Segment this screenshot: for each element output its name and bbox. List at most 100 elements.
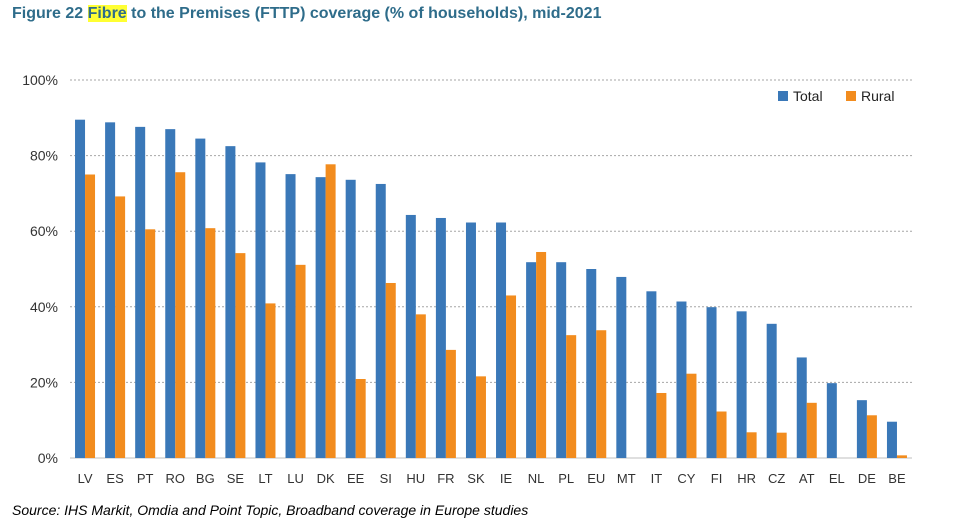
bar-rural-eu <box>596 330 607 458</box>
bar-total-de <box>856 400 867 458</box>
legend-label-rural: Rural <box>861 88 894 104</box>
bar-total-mt <box>616 276 627 458</box>
x-category-label: IE <box>500 471 513 486</box>
x-category-label: EU <box>587 471 605 486</box>
bar-rural-si <box>385 282 396 458</box>
title-rest: to the Premises (FTTP) coverage (% of ho… <box>126 5 602 22</box>
legend-swatch-rural <box>846 91 856 101</box>
x-category-label: DE <box>858 471 876 486</box>
bar-rural-lu <box>295 264 306 458</box>
bar-total-ie <box>496 222 507 458</box>
bar-total-nl <box>526 262 537 458</box>
x-category-label: IT <box>651 471 663 486</box>
bar-rural-at <box>806 402 817 458</box>
x-category-label: DK <box>317 471 335 486</box>
bar-total-el <box>826 383 837 458</box>
legend: Total Rural <box>778 88 894 104</box>
x-category-label: LT <box>258 471 272 486</box>
x-category-label: LV <box>78 471 93 486</box>
y-axis-ticks: 0% 20% 40% 60% 80% 100% <box>22 72 58 466</box>
legend-label-total: Total <box>793 88 823 104</box>
bar-rural-pt <box>145 229 156 458</box>
bar-total-ee <box>345 179 356 459</box>
bar-rural-pl <box>566 335 577 458</box>
bar-total-es <box>105 122 116 458</box>
x-category-label: MT <box>617 471 636 486</box>
x-category-label: EE <box>347 471 365 486</box>
x-category-label: ES <box>106 471 124 486</box>
bar-rural-hr <box>746 432 757 458</box>
bar-total-eu <box>586 269 597 458</box>
bar-total-lu <box>285 174 296 458</box>
bars <box>75 119 907 459</box>
chart-title: Figure 22 Fibre to the Premises (FTTP) c… <box>12 5 601 23</box>
x-category-label: FR <box>437 471 454 486</box>
bar-total-it <box>646 291 657 458</box>
bar-total-pt <box>135 126 146 458</box>
x-category-label: SE <box>227 471 245 486</box>
bar-total-sk <box>465 222 476 458</box>
x-category-label: NL <box>528 471 545 486</box>
bar-total-lv <box>75 119 86 458</box>
bar-rural-cy <box>686 373 697 458</box>
y-tick-label: 20% <box>30 374 58 390</box>
x-category-label: LU <box>287 471 304 486</box>
bar-total-fr <box>435 217 446 458</box>
source-note: Source: IHS Markit, Omdia and Point Topi… <box>12 502 529 518</box>
bar-rural-bg <box>205 228 216 458</box>
y-tick-label: 80% <box>30 148 58 164</box>
bar-rural-sk <box>475 376 486 458</box>
bar-total-se <box>225 146 236 458</box>
bar-total-dk <box>315 177 326 458</box>
x-category-label: HR <box>737 471 756 486</box>
bar-rural-be <box>896 455 907 458</box>
bar-rural-fi <box>716 411 727 458</box>
bar-rural-se <box>235 253 246 458</box>
x-category-label: BG <box>196 471 215 486</box>
y-tick-label: 60% <box>30 223 58 239</box>
x-category-label: PT <box>137 471 154 486</box>
x-category-label: AT <box>799 471 815 486</box>
bar-total-ro <box>165 129 176 458</box>
x-axis-categories: LV ES PT RO BG SE LT LU DK EE SI HU FR SK IE NL PL EU MT IT… <box>78 471 906 486</box>
bar-rural-it <box>656 392 667 458</box>
x-category-label: SK <box>467 471 485 486</box>
title-highlight: Fibre <box>87 5 127 22</box>
x-category-label: BE <box>888 471 906 486</box>
bar-total-si <box>375 183 386 458</box>
y-tick-label: 40% <box>30 299 58 315</box>
x-category-label: SI <box>380 471 392 486</box>
bar-rural-ee <box>355 378 366 458</box>
title-prefix: Figure 22 <box>12 5 88 22</box>
bar-rural-dk <box>325 164 336 458</box>
bar-total-cz <box>766 323 777 458</box>
legend-swatch-total <box>778 91 788 101</box>
bar-total-at <box>796 357 807 458</box>
x-category-label: EL <box>829 471 845 486</box>
x-category-label: CZ <box>768 471 785 486</box>
bar-total-bg <box>195 138 206 458</box>
y-tick-label: 0% <box>38 450 58 466</box>
bar-total-pl <box>556 262 567 458</box>
bar-total-be <box>886 421 897 458</box>
bar-rural-es <box>115 196 126 458</box>
bar-rural-nl <box>536 251 547 458</box>
bar-total-cy <box>676 301 687 458</box>
bar-rural-ie <box>506 295 517 458</box>
x-category-label: PL <box>558 471 574 486</box>
bar-rural-ro <box>175 172 186 458</box>
x-category-label: HU <box>406 471 425 486</box>
bar-rural-fr <box>445 349 456 458</box>
bar-rural-lt <box>265 303 276 458</box>
y-tick-label: 100% <box>22 72 58 88</box>
bar-total-fi <box>706 307 717 458</box>
x-category-label: RO <box>166 471 186 486</box>
bar-total-hr <box>736 311 747 458</box>
bar-rural-hu <box>415 314 426 458</box>
bar-rural-cz <box>776 432 787 458</box>
x-category-label: FI <box>711 471 723 486</box>
bar-total-lt <box>255 162 266 459</box>
x-category-label: CY <box>677 471 695 486</box>
bar-total-hu <box>405 214 416 458</box>
